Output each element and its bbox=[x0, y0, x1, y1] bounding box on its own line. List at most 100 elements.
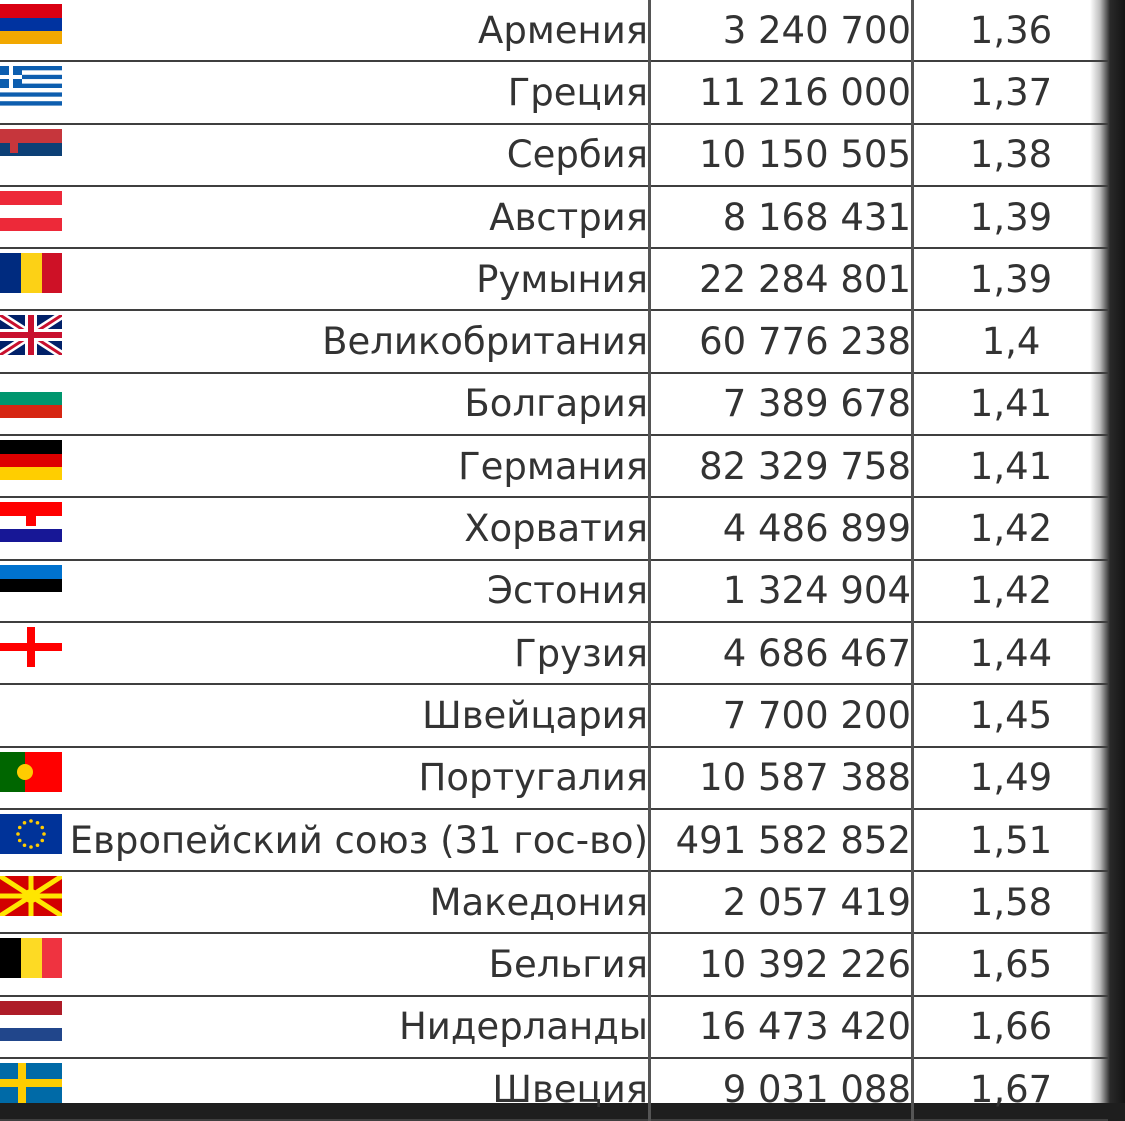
rate-cell: 1,38 bbox=[912, 123, 1108, 187]
country-cell: Сербия bbox=[64, 123, 651, 187]
population-cell: 2 057 419 bbox=[649, 871, 914, 935]
flag-cell bbox=[0, 372, 64, 437]
flag-cell bbox=[0, 248, 64, 312]
rate-cell: 1,49 bbox=[912, 746, 1108, 810]
country-cell: Болгария bbox=[64, 372, 651, 437]
table-row: Бельгия 10 392 226 1,65 bbox=[0, 933, 1108, 997]
country-cell: Македония bbox=[64, 871, 651, 935]
table-row: Македония 2 057 419 1,58 bbox=[0, 871, 1108, 935]
table-row: Сербия 10 150 505 1,38 bbox=[0, 123, 1108, 187]
rate-cell: 1,36 bbox=[912, 0, 1108, 63]
greece-flag-icon bbox=[0, 66, 62, 106]
portugal-flag-icon bbox=[0, 751, 62, 792]
table-row: Румыния 22 284 801 1,39 bbox=[0, 248, 1108, 312]
population-cell: 7 700 200 bbox=[649, 684, 914, 748]
country-cell: Эстония bbox=[64, 559, 651, 623]
eu-flag-icon bbox=[0, 813, 62, 854]
country-cell: Европейский союз (31 гос-во) bbox=[64, 808, 651, 873]
rate-cell: 1,44 bbox=[912, 621, 1108, 686]
rate-cell: 1,58 bbox=[912, 871, 1108, 935]
population-cell: 60 776 238 bbox=[649, 310, 914, 374]
switzerland-flag-icon bbox=[0, 689, 62, 730]
macedonia-flag-icon bbox=[0, 876, 62, 917]
country-cell: Португалия bbox=[64, 746, 651, 810]
flag-cell bbox=[0, 933, 64, 997]
flag-cell bbox=[0, 185, 64, 250]
serbia-flag-icon bbox=[0, 128, 62, 169]
croatia-flag-icon bbox=[0, 502, 62, 543]
country-cell: Швейцария bbox=[64, 684, 651, 748]
rate-cell: 1,66 bbox=[912, 995, 1108, 1060]
armenia-flag-icon bbox=[0, 4, 62, 44]
country-cell: Швеция bbox=[64, 1058, 651, 1121]
uk-flag-icon bbox=[0, 315, 62, 356]
population-cell: 4 486 899 bbox=[649, 497, 914, 561]
country-cell: Армения bbox=[64, 0, 651, 63]
table-row: Армения 3 240 700 1,36 bbox=[0, 0, 1108, 63]
population-cell: 10 392 226 bbox=[649, 933, 914, 997]
rate-cell: 1,67 bbox=[912, 1058, 1108, 1121]
romania-flag-icon bbox=[0, 253, 62, 294]
flag-cell bbox=[0, 808, 64, 873]
estonia-flag-icon bbox=[0, 564, 62, 605]
rate-cell: 1,42 bbox=[912, 559, 1108, 623]
flag-cell bbox=[0, 123, 64, 187]
country-cell: Австрия bbox=[64, 185, 651, 250]
rate-cell: 1,65 bbox=[912, 933, 1108, 997]
population-cell: 22 284 801 bbox=[649, 248, 914, 312]
country-cell: Нидерланды bbox=[64, 995, 651, 1060]
flag-cell bbox=[0, 684, 64, 748]
population-cell: 1 324 904 bbox=[649, 559, 914, 623]
austria-flag-icon bbox=[0, 190, 62, 231]
population-cell: 82 329 758 bbox=[649, 435, 914, 499]
population-cell: 4 686 467 bbox=[649, 621, 914, 686]
rate-cell: 1,42 bbox=[912, 497, 1108, 561]
country-cell: Бельгия bbox=[64, 933, 651, 997]
flag-cell bbox=[0, 995, 64, 1060]
germany-flag-icon bbox=[0, 440, 62, 481]
flag-cell bbox=[0, 559, 64, 623]
population-cell: 491 582 852 bbox=[649, 808, 914, 873]
sweden-flag-icon bbox=[0, 1063, 62, 1104]
flag-cell bbox=[0, 871, 64, 935]
rate-cell: 1,51 bbox=[912, 808, 1108, 873]
population-cell: 7 389 678 bbox=[649, 372, 914, 437]
flag-cell bbox=[0, 0, 64, 63]
flag-cell bbox=[0, 621, 64, 686]
table-row: Хорватия 4 486 899 1,42 bbox=[0, 497, 1108, 561]
table-row: Великобритания 60 776 238 1,4 bbox=[0, 310, 1108, 374]
georgia-flag-icon bbox=[0, 626, 62, 667]
table-row: Германия 82 329 758 1,41 bbox=[0, 435, 1108, 499]
netherlands-flag-icon bbox=[0, 1000, 62, 1041]
table-row: Болгария 7 389 678 1,41 bbox=[0, 372, 1108, 437]
rate-cell: 1,41 bbox=[912, 435, 1108, 499]
rate-cell: 1,41 bbox=[912, 372, 1108, 437]
table-row: Нидерланды 16 473 420 1,66 bbox=[0, 995, 1108, 1060]
bulgaria-flag-icon bbox=[0, 377, 62, 418]
flag-cell bbox=[0, 435, 64, 499]
population-cell: 9 031 088 bbox=[649, 1058, 914, 1121]
country-cell: Румыния bbox=[64, 248, 651, 312]
rate-cell: 1,37 bbox=[912, 61, 1108, 125]
flag-cell bbox=[0, 1058, 64, 1121]
flag-cell bbox=[0, 746, 64, 810]
table-row: Греция 11 216 000 1,37 bbox=[0, 61, 1108, 125]
population-cell: 10 587 388 bbox=[649, 746, 914, 810]
country-cell: Грузия bbox=[64, 621, 651, 686]
rate-cell: 1,45 bbox=[912, 684, 1108, 748]
population-cell: 16 473 420 bbox=[649, 995, 914, 1060]
table-row: Европейский союз (31 гос-во) 491 582 852 1… bbox=[0, 808, 1108, 873]
flag-cell bbox=[0, 61, 64, 125]
country-cell: Греция bbox=[64, 61, 651, 125]
table-row: Австрия 8 168 431 1,39 bbox=[0, 185, 1108, 250]
population-cell: 11 216 000 bbox=[649, 61, 914, 125]
country-cell: Хорватия bbox=[64, 497, 651, 561]
table-row: Грузия 4 686 467 1,44 bbox=[0, 621, 1108, 686]
country-cell: Великобритания bbox=[64, 310, 651, 374]
table-row: Швейцария 7 700 200 1,45 bbox=[0, 684, 1108, 748]
table-row: Швеция 9 031 088 1,67 bbox=[0, 1058, 1108, 1121]
flag-cell bbox=[0, 497, 64, 561]
